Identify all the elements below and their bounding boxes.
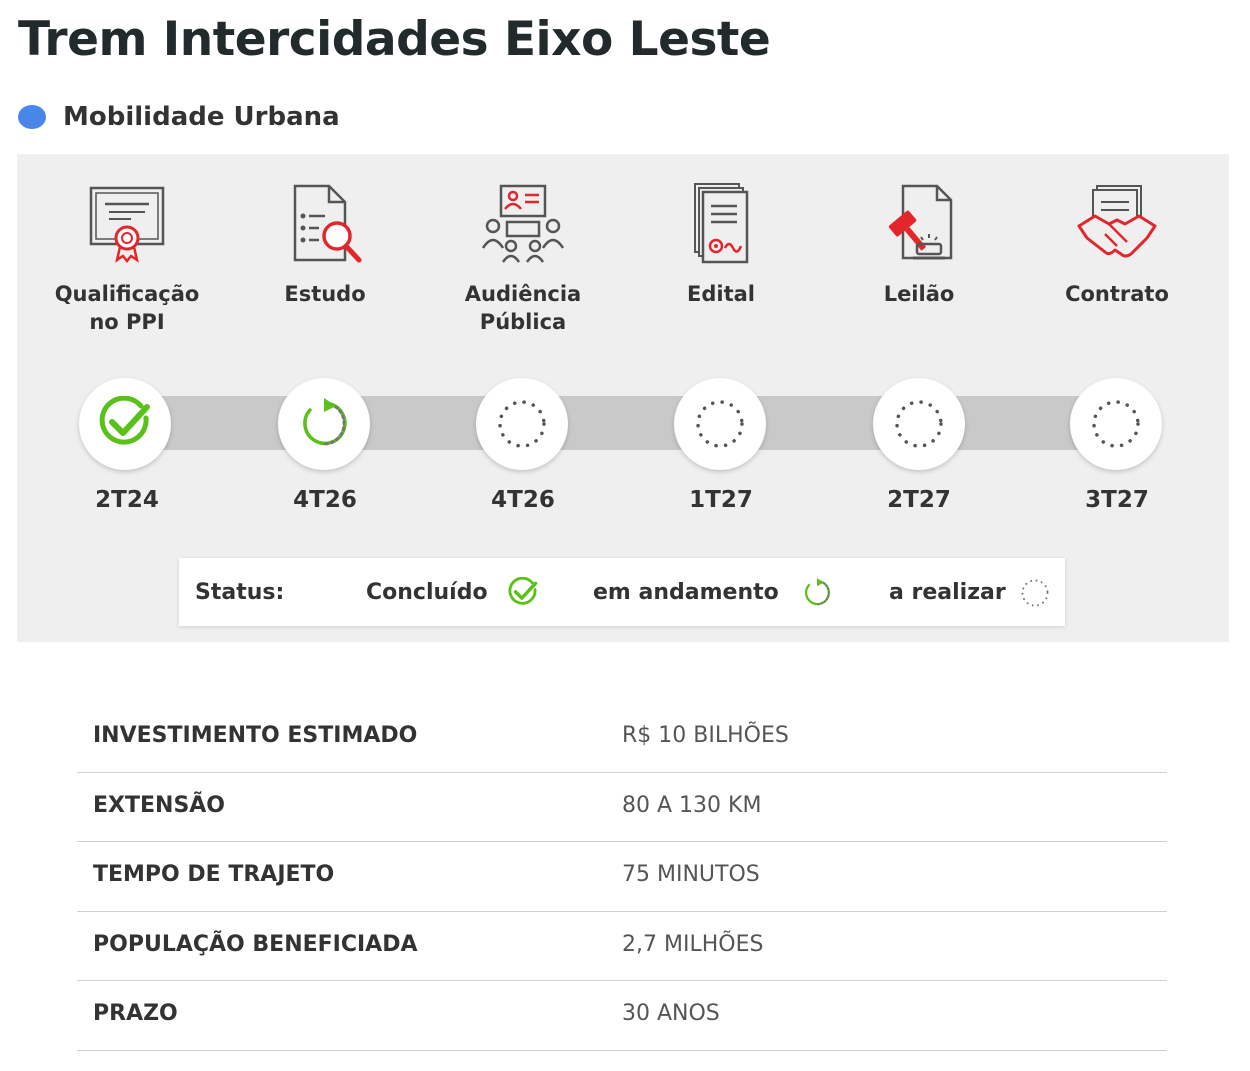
pending-dotted-icon (1092, 400, 1140, 448)
stage-name: Audiência Pública (464, 282, 582, 334)
legend-pending-label: a realizar (889, 580, 1006, 605)
stage-contrato: Contrato (1017, 182, 1217, 308)
status-node-pending (873, 378, 965, 470)
stage-edital: Edital (621, 182, 821, 308)
detail-label: TEMPO DE TRAJETO (93, 862, 335, 887)
certificate-icon (89, 186, 165, 264)
table-row: PRAZO 30 ANOS (77, 981, 1167, 1051)
category-tag: Mobilidade Urbana (18, 100, 340, 134)
legend-in-progress-label: em andamento (593, 580, 779, 605)
detail-label: INVESTIMENTO ESTIMADO (93, 723, 418, 748)
stage-date: 3T27 (1085, 487, 1149, 513)
stage-audiencia-publica: Audiência Pública (423, 182, 623, 336)
detail-value: 80 A 130 KM (622, 792, 762, 818)
category-label: Mobilidade Urbana (63, 102, 340, 132)
timeline-panel: Qualificação no PPI Estudo (17, 154, 1229, 642)
status-node-done (79, 378, 171, 470)
detail-label: POPULAÇÃO BENEFICIADA (93, 931, 418, 957)
in-progress-arrow-icon (801, 577, 833, 609)
stage-date: 2T24 (95, 487, 159, 513)
legend-title: Status: (195, 580, 285, 605)
legend-done-label: Concluído (366, 580, 488, 605)
table-row: EXTENSÃO 80 A 130 KM (77, 773, 1167, 842)
status-node-in-progress (278, 378, 370, 470)
status-node-pending (674, 378, 766, 470)
timeline-track (125, 396, 1117, 450)
status-node-pending (1070, 378, 1162, 470)
stage-date: 4T26 (293, 487, 357, 513)
study-document-search-icon (293, 184, 362, 263)
detail-value: R$ 10 BILHÕES (622, 723, 789, 748)
detail-value: 75 MINUTOS (622, 862, 760, 887)
done-check-icon (99, 396, 150, 445)
status-node-pending (476, 378, 568, 470)
stage-leilao: Leilão (819, 182, 1019, 308)
public-hearing-icon (481, 184, 565, 263)
done-check-icon (507, 577, 539, 609)
pending-dotted-icon (498, 400, 546, 448)
stage-qualificacao: Qualificação no PPI (27, 182, 227, 336)
stage-date: 1T27 (689, 487, 753, 513)
contract-handshake-icon (1077, 185, 1157, 258)
table-row: POPULAÇÃO BENEFICIADA 2,7 MILHÕES (77, 912, 1167, 981)
detail-label: PRAZO (93, 1001, 178, 1026)
pending-dotted-icon (1019, 577, 1051, 609)
stage-estudo: Estudo (225, 182, 425, 308)
details-table: INVESTIMENTO ESTIMADO R$ 10 BILHÕES EXTE… (77, 703, 1167, 1051)
stage-name: Leilão (883, 282, 955, 306)
detail-value: 30 ANOS (622, 1001, 720, 1026)
auction-gavel-icon (888, 184, 953, 260)
detail-label: EXTENSÃO (93, 792, 226, 818)
stage-name: Edital (687, 282, 755, 306)
pending-dotted-icon (696, 400, 744, 448)
stage-name: Qualificação no PPI (54, 282, 200, 334)
stage-name: Estudo (284, 282, 366, 306)
stage-name: Contrato (1065, 282, 1169, 306)
table-row: TEMPO DE TRAJETO 75 MINUTOS (77, 842, 1167, 912)
page-title: Trem Intercidades Eixo Leste (18, 12, 771, 67)
in-progress-arrow-icon (303, 398, 347, 446)
category-dot-icon (18, 105, 46, 129)
stage-date: 4T26 (491, 487, 555, 513)
notice-document-icon (694, 183, 749, 264)
table-row: INVESTIMENTO ESTIMADO R$ 10 BILHÕES (77, 703, 1167, 773)
status-legend: Status: Concluído em andamento a realiza… (179, 558, 1065, 626)
pending-dotted-icon (895, 400, 943, 448)
stage-date: 2T27 (887, 487, 951, 513)
detail-value: 2,7 MILHÕES (622, 931, 764, 957)
